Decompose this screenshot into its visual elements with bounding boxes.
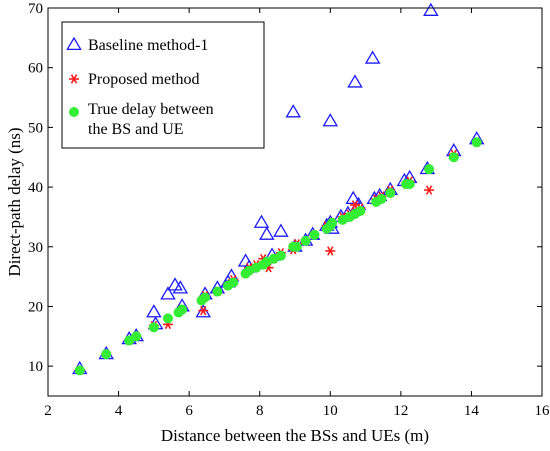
x-axis-label: Distance between the BSs and UEs (m)	[161, 426, 429, 445]
x-tick-label: 2	[44, 403, 52, 419]
y-tick-label: 10	[28, 359, 43, 375]
true-delay-point	[131, 331, 141, 341]
y-tick-label: 20	[28, 299, 43, 315]
y-tick-label: 70	[28, 1, 43, 17]
true-delay-point	[355, 206, 365, 216]
x-tick-label: 14	[464, 403, 480, 419]
true-delay-point	[228, 278, 238, 288]
y-axis-label: Direct-path delay (ns)	[5, 127, 24, 276]
true-delay-point	[200, 293, 210, 303]
true-delay-point	[163, 313, 173, 323]
x-tick-label: 16	[535, 403, 550, 419]
legend-marker-true	[69, 107, 79, 117]
legend-label-true-line2: the BS and UE	[88, 121, 184, 138]
x-tick-label: 10	[323, 403, 338, 419]
true-delay-point	[376, 194, 386, 204]
x-tick-label: 12	[393, 403, 408, 419]
x-tick-label: 4	[115, 403, 123, 419]
legend: Baseline method-1 Proposed method True d…	[62, 22, 264, 148]
y-tick-label: 40	[28, 180, 43, 196]
true-delay-point	[276, 251, 286, 261]
true-delay-point	[101, 349, 111, 359]
true-delay-point	[472, 137, 482, 147]
x-tick-label: 8	[256, 403, 264, 419]
true-delay-point	[424, 164, 434, 174]
true-delay-point	[327, 218, 337, 228]
true-delay-point	[301, 236, 311, 246]
y-tick-label: 50	[28, 120, 43, 136]
true-delay-point	[292, 242, 302, 252]
legend-label-baseline: Baseline method-1	[88, 37, 208, 54]
y-tick-label: 60	[28, 61, 43, 77]
legend-label-true-line1: True delay between	[88, 101, 214, 118]
true-delay-point	[177, 304, 187, 314]
x-tick-label: 6	[185, 403, 193, 419]
true-delay-point	[149, 322, 159, 332]
true-delay-point	[449, 152, 459, 162]
true-delay-point	[212, 287, 222, 297]
true-delay-point	[309, 230, 319, 240]
true-delay-point	[405, 179, 415, 189]
legend-label-proposed: Proposed method	[88, 71, 200, 88]
true-delay-point	[75, 365, 85, 375]
y-tick-label: 30	[28, 240, 43, 256]
true-delay-point	[385, 188, 395, 198]
